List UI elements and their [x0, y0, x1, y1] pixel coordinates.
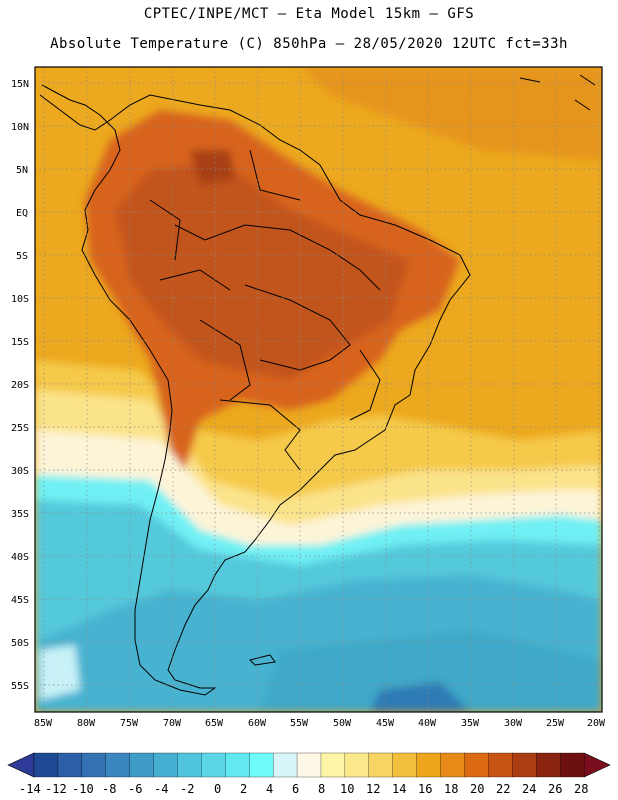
lon-label: 55W [290, 718, 309, 729]
legend-swatch [153, 752, 178, 778]
lon-label: 75W [120, 718, 139, 729]
legend-swatch [105, 752, 131, 778]
temperature-map: 15N 10N 5N EQ 5S 10S 15S 20S 25S 30S 35S… [11, 66, 606, 729]
legend-label: -14 [19, 782, 41, 796]
legend-swatch [368, 752, 394, 778]
legend-label: 24 [522, 782, 536, 796]
legend-swatch [225, 752, 250, 778]
legend-swatch [320, 752, 346, 778]
lon-label: 60W [248, 718, 267, 729]
grid-lines [35, 67, 602, 712]
legend-swatch [344, 752, 370, 778]
lat-label: 20S [11, 380, 29, 391]
lat-label: 50S [11, 638, 29, 649]
legend-label: 10 [340, 782, 354, 796]
lat-label: 10S [11, 294, 29, 305]
lat-label: 5N [16, 165, 28, 176]
legend-label: -8 [102, 782, 116, 796]
lat-axis: 15N 10N 5N EQ 5S 10S 15S 20S 25S 30S 35S… [11, 79, 29, 692]
legend-swatch [559, 752, 585, 778]
legend-label: -12 [45, 782, 67, 796]
lon-label: 85W [34, 718, 53, 729]
region-pale-west [40, 645, 80, 700]
legend-swatch [296, 752, 322, 778]
lon-label: 65W [205, 718, 224, 729]
lat-label: 30S [11, 466, 29, 477]
lat-label: 15S [11, 337, 29, 348]
region-hot-spot-north [190, 150, 235, 185]
lat-label: 40S [11, 552, 29, 563]
lon-label: 50W [333, 718, 352, 729]
legend-swatch [129, 752, 155, 778]
legend-label: 6 [292, 782, 299, 796]
legend-label: -4 [154, 782, 168, 796]
legend-swatch [177, 752, 202, 778]
region-coldest-spot [370, 682, 470, 712]
legend-swatch [416, 752, 441, 778]
lat-label: 10N [11, 122, 29, 133]
lat-label: 15N [11, 79, 29, 90]
lat-label: 45S [11, 595, 29, 606]
lat-label: 55S [11, 681, 29, 692]
legend-swatch [512, 752, 537, 778]
legend-swatch [488, 752, 513, 778]
legend-swatch [57, 752, 83, 778]
lon-label: 45W [376, 718, 395, 729]
legend-label: 20 [470, 782, 484, 796]
color-legend: -14 -12 -10 -8 -6 -4 -2 0 2 4 6 8 10 12 … [7, 752, 611, 796]
lat-label: 5S [16, 251, 28, 262]
legend-label: 8 [318, 782, 325, 796]
map-field [35, 67, 602, 712]
region-warm-north [300, 67, 602, 160]
legend-label: 14 [392, 782, 406, 796]
legend-swatch [272, 752, 298, 778]
region-very-hot [115, 160, 410, 380]
legend-swatch [536, 752, 561, 778]
legend-label: 0 [214, 782, 221, 796]
title-line-2: Absolute Temperature (C) 850hPa — 28/05/… [50, 36, 568, 52]
legend-label: 16 [418, 782, 432, 796]
lon-label: 35W [461, 718, 480, 729]
lon-label: 80W [77, 718, 96, 729]
lon-label: 70W [163, 718, 182, 729]
legend-label: 28 [574, 782, 588, 796]
legend-label: 22 [496, 782, 510, 796]
legend-labels: -14 -12 -10 -8 -6 -4 -2 0 2 4 6 8 10 12 … [19, 782, 588, 796]
legend-label: 12 [366, 782, 380, 796]
legend-label: 2 [240, 782, 247, 796]
lon-label: 20W [587, 718, 606, 729]
title-line-1: CPTEC/INPE/MCT — Eta Model 15km — GFS [143, 6, 475, 22]
lon-label: 25W [546, 718, 565, 729]
legend-swatch [464, 752, 489, 778]
legend-low-arrow [7, 752, 35, 778]
lat-label: 25S [11, 423, 29, 434]
legend-swatch [440, 752, 465, 778]
legend-label: -2 [180, 782, 194, 796]
lon-label: 30W [504, 718, 523, 729]
legend-swatch [81, 752, 107, 778]
map-frame [34, 66, 603, 713]
legend-swatch [249, 752, 274, 778]
legend-swatches [33, 752, 585, 778]
coastlines [39, 74, 596, 696]
lat-label: EQ [16, 208, 28, 219]
lat-label: 35S [11, 509, 29, 520]
lon-axis: 85W 80W 75W 70W 65W 60W 55W 50W 45W 40W … [34, 718, 606, 729]
lon-label: 40W [418, 718, 437, 729]
legend-label: -10 [72, 782, 94, 796]
legend-swatch [201, 752, 226, 778]
region-very-cold-core [260, 630, 602, 712]
legend-high-arrow [583, 752, 611, 778]
legend-label: 18 [444, 782, 458, 796]
legend-swatch [392, 752, 418, 778]
legend-label: -6 [128, 782, 142, 796]
legend-swatch [33, 752, 59, 778]
legend-label: 4 [266, 782, 273, 796]
legend-label: 26 [548, 782, 562, 796]
